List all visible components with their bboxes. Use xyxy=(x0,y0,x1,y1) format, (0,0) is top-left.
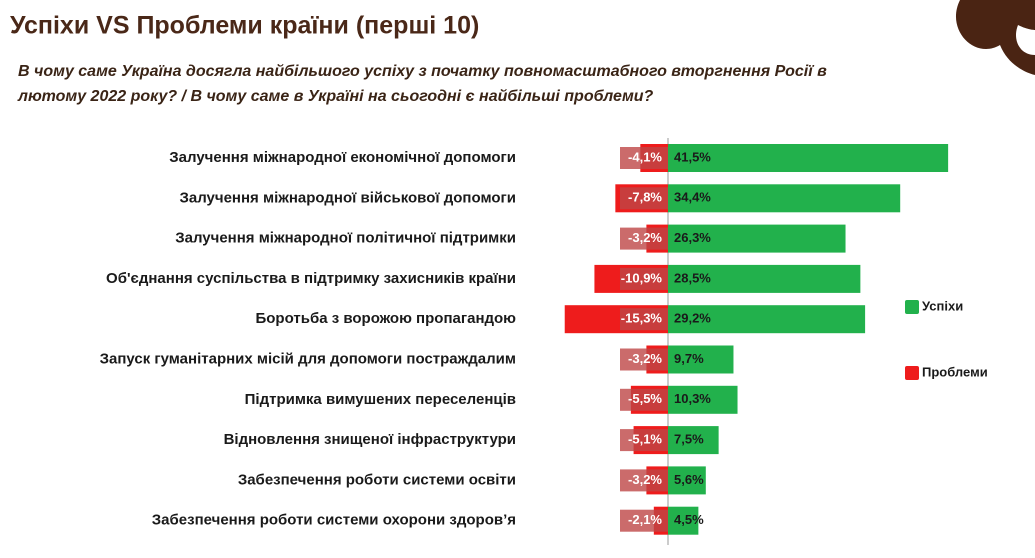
label-box xyxy=(620,388,668,411)
label-box xyxy=(620,429,668,452)
bar xyxy=(668,184,901,213)
category-label: Забезпечення роботи системи охорони здор… xyxy=(152,512,516,529)
label-box xyxy=(620,187,668,210)
bar xyxy=(668,305,866,334)
value-label: -10,9% xyxy=(621,270,663,285)
label-box xyxy=(620,267,668,290)
subtitle: В чому саме Україна досягла найбільшого … xyxy=(18,63,827,80)
subtitle: лютому 2022 року? / В чому саме в Україн… xyxy=(17,88,654,105)
value-label: -4,1% xyxy=(628,149,662,164)
category-label: Забезпечення роботи системи освіти xyxy=(238,471,516,488)
value-label: 7,5% xyxy=(674,432,704,447)
value-label: 41,5% xyxy=(674,149,711,164)
value-label: -3,2% xyxy=(628,351,662,366)
legend-swatch xyxy=(905,300,919,314)
chart-title: Успіхи VS Проблеми країни (перші 10) xyxy=(10,12,479,40)
legend-label: Успіхи xyxy=(922,298,963,313)
value-label: -3,2% xyxy=(628,230,662,245)
value-label: -3,2% xyxy=(628,472,662,487)
value-label: 29,2% xyxy=(674,311,711,326)
value-label: 28,5% xyxy=(674,270,711,285)
category-label: Залучення міжнародної політичної підтрим… xyxy=(175,230,516,247)
bar xyxy=(668,144,949,172)
bar xyxy=(668,426,719,455)
category-label: Боротьба з ворожою пропагандою xyxy=(255,310,516,327)
value-label: 26,3% xyxy=(674,230,711,245)
value-label: 5,6% xyxy=(674,472,704,487)
value-label: 9,7% xyxy=(674,351,704,366)
value-label: 4,5% xyxy=(674,512,704,527)
decoration xyxy=(955,0,1035,75)
value-label: -2,1% xyxy=(628,512,662,527)
value-label: -5,5% xyxy=(628,391,662,406)
category-label: Залучення міжнародної економічної допомо… xyxy=(169,149,516,166)
bar xyxy=(668,466,706,495)
category-label: Залучення міжнародної військової допомог… xyxy=(179,189,516,206)
value-label: -7,8% xyxy=(628,190,662,205)
label-box xyxy=(620,509,668,532)
category-label: Запуск гуманітарних місій для допомоги п… xyxy=(100,350,516,367)
legend-label: Проблеми xyxy=(922,364,988,379)
bar xyxy=(668,264,861,293)
category-label: Відновлення знищеної інфраструктури xyxy=(224,431,516,448)
bar xyxy=(668,385,738,414)
label-box xyxy=(620,469,668,492)
value-label: 34,4% xyxy=(674,190,711,205)
legend-swatch xyxy=(905,366,919,380)
value-label: 10,3% xyxy=(674,391,711,406)
category-label: Об'єднання суспільства в підтримку захис… xyxy=(106,270,516,287)
label-box xyxy=(620,348,668,371)
label-box xyxy=(620,308,668,331)
bar xyxy=(668,345,734,374)
category-label: Підтримка вимушених переселенців xyxy=(245,391,516,408)
bar xyxy=(668,224,846,253)
value-label: -5,1% xyxy=(628,432,662,447)
label-box xyxy=(620,147,668,169)
bar xyxy=(668,506,699,535)
label-box xyxy=(620,227,668,250)
value-label: -15,3% xyxy=(621,311,663,326)
